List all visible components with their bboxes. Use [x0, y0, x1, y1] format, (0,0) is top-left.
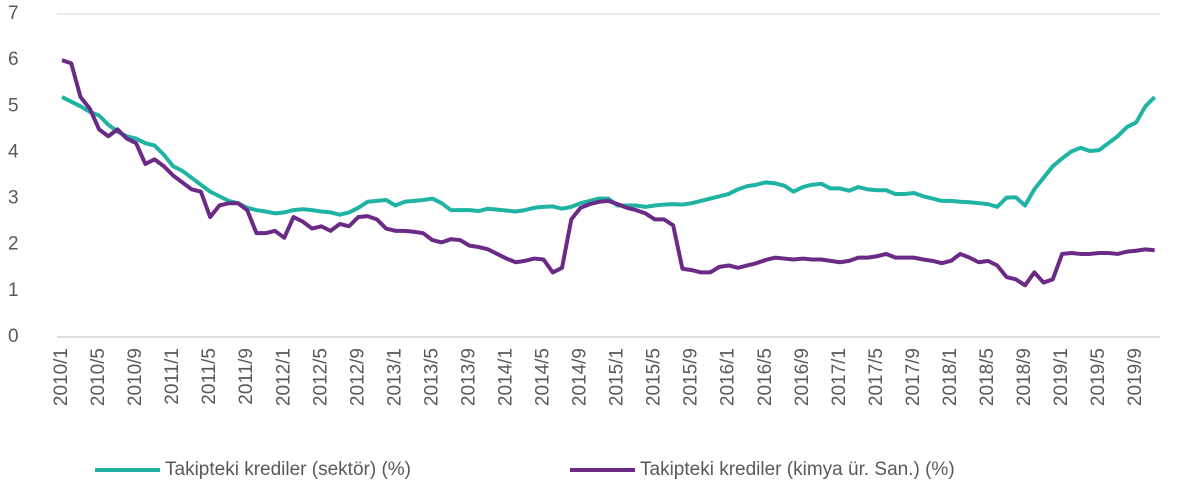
x-tick-label: 2011/5 — [199, 348, 220, 405]
x-tick-label: 2010/1 — [51, 348, 72, 406]
x-tick-label: 2015/1 — [607, 348, 628, 406]
y-tick-label: 6 — [8, 49, 19, 70]
x-tick-label: 2019/5 — [1088, 348, 1109, 406]
x-tick-label: 2010/5 — [88, 348, 109, 406]
x-tick-label: 2018/5 — [977, 348, 998, 406]
x-tick-label: 2018/1 — [940, 348, 961, 406]
x-tick-label: 2014/5 — [533, 348, 554, 406]
x-tick-label: 2013/5 — [421, 348, 442, 406]
x-tick-label: 2016/9 — [792, 348, 813, 406]
x-tick-label: 2012/5 — [310, 348, 331, 406]
x-tick-label: 2016/1 — [718, 348, 739, 406]
x-tick-label: 2017/9 — [903, 348, 924, 406]
x-tick-label: 2010/9 — [125, 348, 146, 406]
x-tick-label: 2019/1 — [1051, 348, 1072, 406]
y-tick-label: 5 — [8, 95, 19, 116]
x-tick-label: 2014/9 — [570, 348, 591, 406]
y-tick-label: 0 — [8, 326, 19, 347]
x-tick-label: 2011/9 — [236, 348, 257, 405]
x-tick-label: 2011/1 — [162, 348, 183, 405]
x-tick-label: 2013/9 — [458, 348, 479, 406]
series-line — [61, 58, 1155, 288]
x-tick-label: 2017/5 — [866, 348, 887, 406]
legend-label: Takipteki krediler (kimya ür. San.) (%) — [640, 459, 955, 480]
y-tick-label: 7 — [8, 3, 19, 24]
legend-label: Takipteki krediler (sektör) (%) — [165, 459, 411, 480]
x-tick-label: 2018/9 — [1014, 348, 1035, 406]
x-tick-label: 2013/1 — [384, 348, 405, 406]
y-tick-label: 1 — [8, 280, 19, 301]
series-line — [61, 95, 1157, 217]
x-tick-label: 2019/9 — [1125, 348, 1146, 406]
x-tick-label: 2012/1 — [273, 348, 294, 406]
x-tick-label: 2016/5 — [755, 348, 776, 406]
y-tick-label: 4 — [8, 141, 19, 162]
x-tick-label: 2014/1 — [495, 348, 516, 406]
x-tick-label: 2015/9 — [681, 348, 702, 406]
x-tick-label: 2017/1 — [829, 348, 850, 406]
x-tick-label: 2015/5 — [644, 348, 665, 406]
y-tick-label: 2 — [8, 234, 19, 255]
y-tick-label: 3 — [8, 188, 19, 209]
x-tick-label: 2012/9 — [347, 348, 368, 406]
